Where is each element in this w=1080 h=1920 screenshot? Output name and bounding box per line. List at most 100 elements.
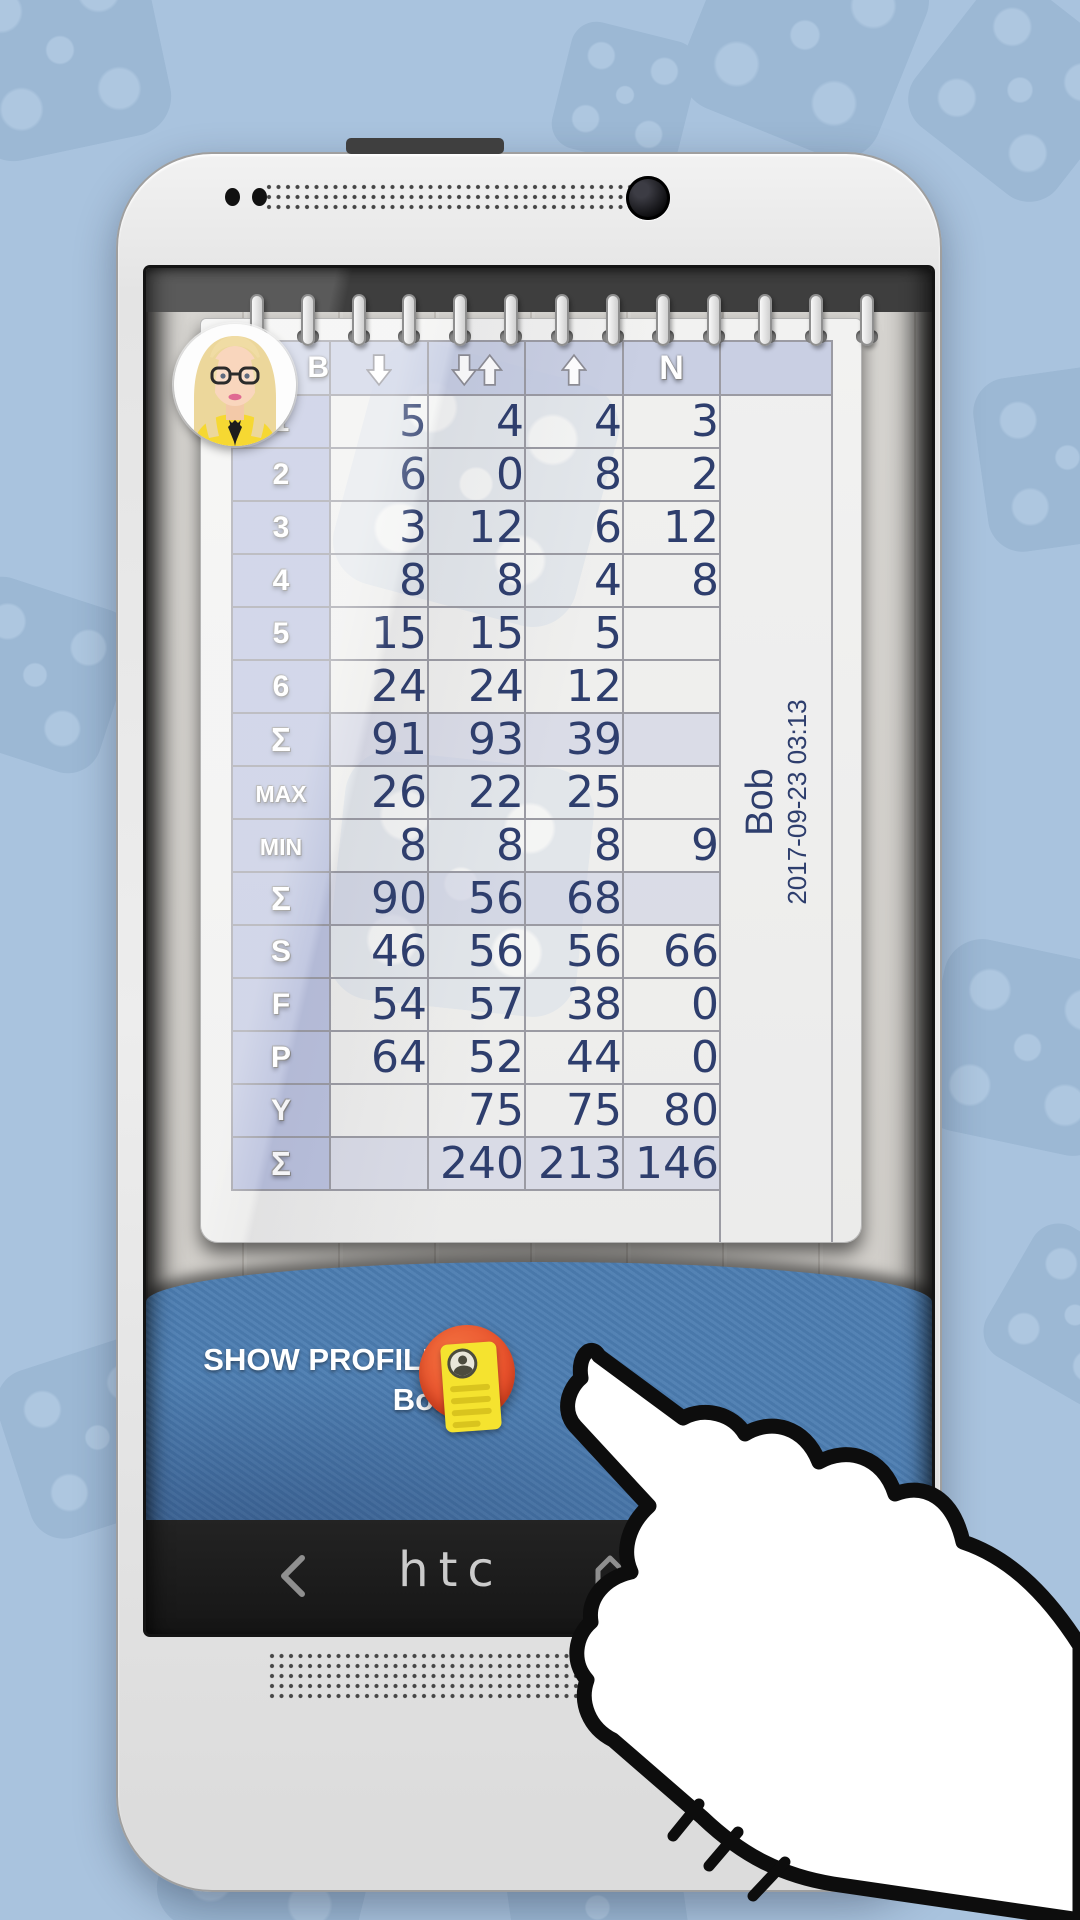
score-cell: 8 — [427, 818, 526, 873]
avatar-illustration — [174, 324, 296, 446]
score-row-3: 3 3 12 6 12 — [231, 500, 721, 555]
score-row-Σ: Σ 91 93 39 — [231, 712, 721, 767]
background-die — [546, 16, 704, 174]
binding-ring — [351, 294, 366, 346]
score-cell: 56 — [427, 871, 526, 926]
top-dark-band — [146, 268, 932, 312]
binding-ring — [656, 294, 671, 346]
player-name-column: Bob 2017-09-23 03:13 — [719, 340, 833, 1242]
player-avatar[interactable] — [174, 324, 296, 446]
back-chevron-icon[interactable] — [266, 1548, 322, 1604]
score-cell: 26 — [329, 765, 429, 820]
score-cell: 8 — [427, 553, 526, 608]
score-row-5: 5 15 15 5 — [231, 606, 721, 661]
row-label: Σ — [231, 871, 331, 926]
score-cell: 5 — [329, 394, 429, 449]
score-cell: 44 — [524, 1030, 624, 1085]
score-cell: 0 — [622, 977, 721, 1032]
binding-ring — [758, 294, 772, 346]
home-icon[interactable] — [582, 1548, 638, 1604]
score-cell: 91 — [329, 712, 429, 767]
score-cell: 75 — [524, 1083, 624, 1138]
binding-ring — [859, 294, 874, 346]
score-cell: 80 — [622, 1083, 721, 1138]
front-camera — [626, 176, 670, 220]
score-cell: 54 — [329, 977, 429, 1032]
score-cell: 52 — [427, 1030, 526, 1085]
power-button[interactable] — [346, 138, 504, 154]
score-cell: 0 — [427, 447, 526, 502]
score-cell: 66 — [622, 924, 721, 979]
column-header-up-arrow — [524, 340, 624, 396]
score-cell: 64 — [329, 1030, 429, 1085]
player-name-column-header — [721, 342, 831, 396]
proximity-sensor-dot — [252, 188, 267, 206]
row-label: MAX — [231, 765, 331, 820]
binding-ring — [605, 294, 620, 346]
score-cell: 6 — [329, 447, 429, 502]
notebook-paper: BN 15443260823312612488485151556242412Σ9… — [200, 318, 862, 1243]
row-label: F — [231, 977, 331, 1032]
row-label: Σ — [231, 712, 331, 767]
show-profile-label: SHOW PROFILE: — [203, 1342, 453, 1377]
score-row-S: S 46 56 56 66 — [231, 924, 721, 979]
score-cell: 12 — [427, 500, 526, 555]
score-cell: 12 — [622, 500, 721, 555]
score-cell: 8 — [329, 818, 429, 873]
background-die — [893, 0, 1080, 217]
player-name-label: Bob — [739, 768, 781, 836]
binding-ring — [808, 294, 823, 346]
binding-ring — [554, 294, 569, 346]
score-row-6: 6 24 24 12 — [231, 659, 721, 714]
show-profile-text: SHOW PROFILE: Bob — [203, 1340, 453, 1420]
column-header-down-up-arrows — [427, 340, 526, 396]
binding-ring — [453, 294, 468, 346]
score-cell: 8 — [622, 553, 721, 608]
row-label: MIN — [231, 818, 331, 873]
background-die — [968, 358, 1080, 557]
binding-ring — [300, 294, 315, 346]
down-up-arrows-icon — [450, 349, 503, 387]
score-cell: 3 — [622, 394, 721, 449]
score-cell: 22 — [427, 765, 526, 820]
earpiece-speaker-grille — [265, 183, 631, 214]
score-cell: 4 — [524, 394, 624, 449]
score-cell — [622, 712, 721, 767]
score-cell: 24 — [427, 659, 526, 714]
score-cell: 240 — [427, 1136, 526, 1191]
profile-card-icon — [439, 1341, 503, 1433]
row-label: 2 — [231, 447, 331, 502]
score-cell: 46 — [329, 924, 429, 979]
score-row-P: P 64 52 44 0 — [231, 1030, 721, 1085]
score-cell: 15 — [329, 606, 429, 661]
show-profile-button[interactable] — [419, 1325, 515, 1433]
app-screen: BN 15443260823312612488485151556242412Σ9… — [146, 268, 932, 1634]
row-label: P — [231, 1030, 331, 1085]
score-cell: 90 — [329, 871, 429, 926]
score-cell: 12 — [524, 659, 624, 714]
score-cell: 8 — [524, 818, 624, 873]
score-cell: 4 — [524, 553, 624, 608]
bottom-panel: SHOW PROFILE: Bob — [146, 1262, 932, 1520]
row-label: 3 — [231, 500, 331, 555]
score-cell: 2 — [622, 447, 721, 502]
score-cell: 5 — [524, 606, 624, 661]
row-label: S — [231, 924, 331, 979]
score-cell: 9 — [622, 818, 721, 873]
nav-bar: htc — [146, 1520, 932, 1634]
row-label: 5 — [231, 606, 331, 661]
score-cell: 25 — [524, 765, 624, 820]
down-arrow-icon — [366, 349, 392, 387]
up-arrow-icon — [561, 349, 587, 387]
score-cell: 8 — [329, 553, 429, 608]
score-cell: 68 — [524, 871, 624, 926]
score-cell — [329, 1136, 429, 1191]
score-cell: 4 — [427, 394, 526, 449]
row-label: 4 — [231, 553, 331, 608]
background-die — [668, 0, 942, 172]
background-die — [972, 1212, 1080, 1418]
row-label: Y — [231, 1083, 331, 1138]
score-cell: 0 — [622, 1030, 721, 1085]
column-header-announce: N — [622, 340, 721, 396]
